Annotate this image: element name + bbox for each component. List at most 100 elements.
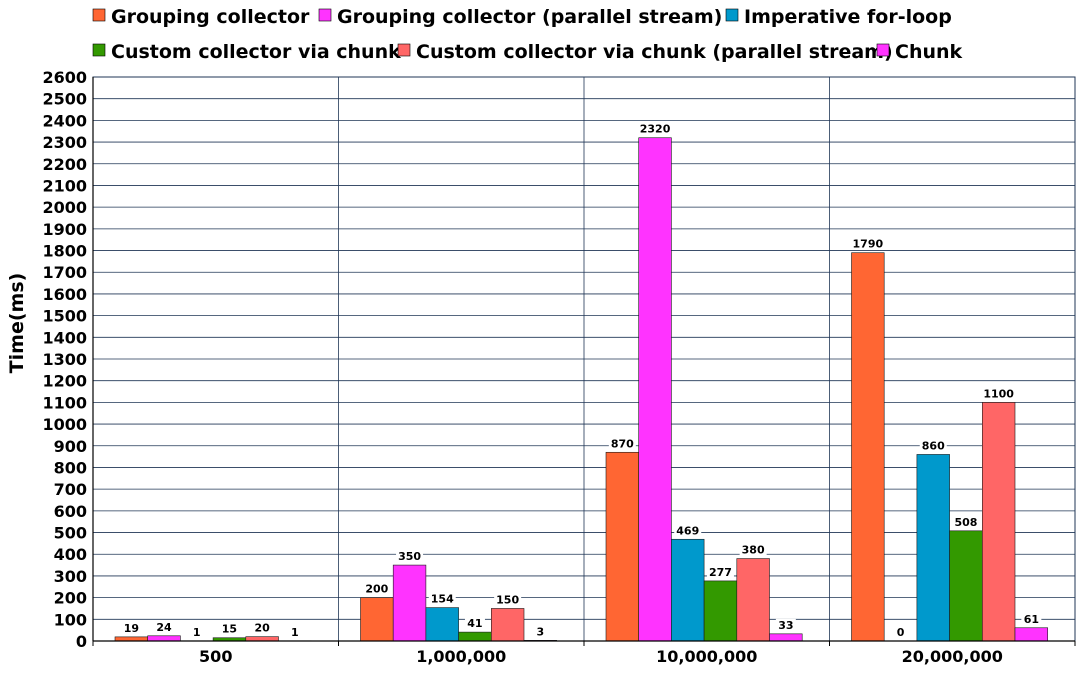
legend-swatch: [725, 8, 739, 22]
data-label-bg: [219, 622, 240, 635]
y-tick-label: 1200: [42, 372, 87, 391]
data-label-bg: [252, 621, 273, 634]
bar: [392, 564, 427, 642]
x-tick-label: 20,000,000: [902, 647, 1003, 666]
grid: [92, 76, 1076, 642]
data-label-bg: [981, 387, 1016, 400]
data-label-bg: [396, 550, 424, 563]
bar: [703, 580, 738, 642]
bar: [490, 608, 525, 642]
data-label: 19: [124, 622, 139, 635]
y-tick-label: 1100: [42, 393, 87, 412]
data-label: 33: [778, 619, 793, 632]
legend-swatch: [876, 43, 890, 57]
bar: [458, 631, 492, 642]
legend: Grouping collector Grouping collector (pa…: [92, 6, 963, 63]
x-tick-label: 1,000,000: [416, 647, 506, 666]
y-tick-label: 300: [54, 567, 87, 586]
bar: [851, 252, 885, 642]
bar: [981, 402, 1016, 642]
data-label-bg: [638, 122, 673, 135]
bar: [114, 636, 149, 642]
data-label-bg: [674, 524, 702, 537]
y-tick-label: 2600: [42, 68, 87, 87]
data-label-bg: [1021, 612, 1042, 625]
y-tick-label: 400: [54, 545, 87, 564]
data-label: 277: [709, 566, 732, 579]
data-label: 200: [365, 583, 388, 596]
legend-swatch: [397, 43, 411, 57]
data-label-bg: [894, 626, 908, 638]
bar: [949, 530, 983, 642]
data-label-bg: [494, 593, 522, 606]
data-label: 1790: [853, 238, 884, 251]
data-labels: 19 24 1 15 20 1 200 350 154 41 150 3 870 2320 469 277 38…: [121, 122, 1042, 639]
data-label: 2320: [640, 123, 671, 136]
y-tick-label: 2000: [42, 198, 87, 217]
data-label: 150: [496, 593, 519, 606]
bar: [769, 633, 803, 642]
data-label: 350: [398, 550, 421, 563]
data-label-bg: [288, 625, 302, 638]
legend-swatch: [318, 8, 332, 22]
data-label-bg: [850, 237, 885, 250]
data-label-bg: [775, 618, 796, 631]
data-label-bg: [952, 515, 980, 528]
data-label-bg: [533, 625, 547, 638]
y-axis-label: Time(ms): [6, 273, 28, 374]
bar: [1014, 627, 1049, 642]
bar: [147, 635, 181, 642]
x-tick-label: 500: [199, 647, 232, 666]
data-label: 1: [291, 626, 299, 639]
y-axis-ticks: 0 100 200 300 400 500 600 700 800 900 1000 1100 1200…: [42, 68, 87, 651]
y-tick-label: 2500: [42, 90, 87, 109]
y-tick-label: 800: [54, 458, 87, 477]
y-tick-label: 500: [54, 524, 87, 543]
y-tick-label: 2200: [42, 155, 87, 174]
data-label: 860: [922, 439, 945, 452]
bar: [671, 538, 705, 642]
y-tick-label: 100: [54, 610, 87, 629]
y-tick-label: 1500: [42, 307, 87, 326]
bar: [638, 137, 672, 642]
bar: [605, 451, 640, 642]
y-tick-label: 1300: [42, 350, 87, 369]
x-tick-label: 10,000,000: [656, 647, 757, 666]
y-tick-label: 1700: [42, 263, 87, 282]
legend-label: Custom collector via chunk (parallel str…: [416, 41, 893, 63]
y-tick-label: 0: [76, 632, 87, 651]
data-label: 20: [254, 622, 270, 635]
y-tick-label: 2300: [42, 133, 87, 152]
y-tick-label: 1600: [42, 285, 87, 304]
legend-label: Grouping collector (parallel stream): [337, 6, 722, 28]
data-label-bg: [739, 543, 767, 556]
y-tick-label: 600: [54, 502, 87, 521]
legend-swatch: [92, 43, 106, 57]
data-label-bg: [706, 565, 734, 578]
data-label-bg: [363, 582, 391, 595]
data-label: 24: [156, 621, 172, 634]
data-label-bg: [428, 592, 456, 605]
data-label-bg: [190, 625, 204, 638]
data-label: 3: [537, 625, 545, 638]
bar: [736, 558, 770, 642]
data-label: 1100: [983, 387, 1014, 400]
bar: [916, 454, 950, 642]
data-label: 469: [676, 524, 699, 537]
data-label: 0: [897, 626, 905, 639]
y-tick-label: 700: [54, 480, 87, 499]
data-label: 870: [611, 437, 634, 450]
legend-label: Grouping collector: [111, 6, 310, 28]
y-tick-label: 1400: [42, 328, 87, 347]
data-label-bg: [154, 620, 175, 633]
y-tick-label: 900: [54, 437, 87, 456]
legend-swatch: [92, 8, 106, 22]
data-label-bg: [464, 617, 485, 630]
y-tick-label: 1900: [42, 220, 87, 239]
data-label: 154: [431, 593, 454, 606]
data-label-bg: [608, 437, 636, 450]
data-label: 380: [742, 544, 765, 557]
y-tick-label: 2400: [42, 111, 87, 130]
data-label: 508: [954, 516, 977, 529]
legend-label: Custom collector via chunk: [111, 41, 401, 63]
